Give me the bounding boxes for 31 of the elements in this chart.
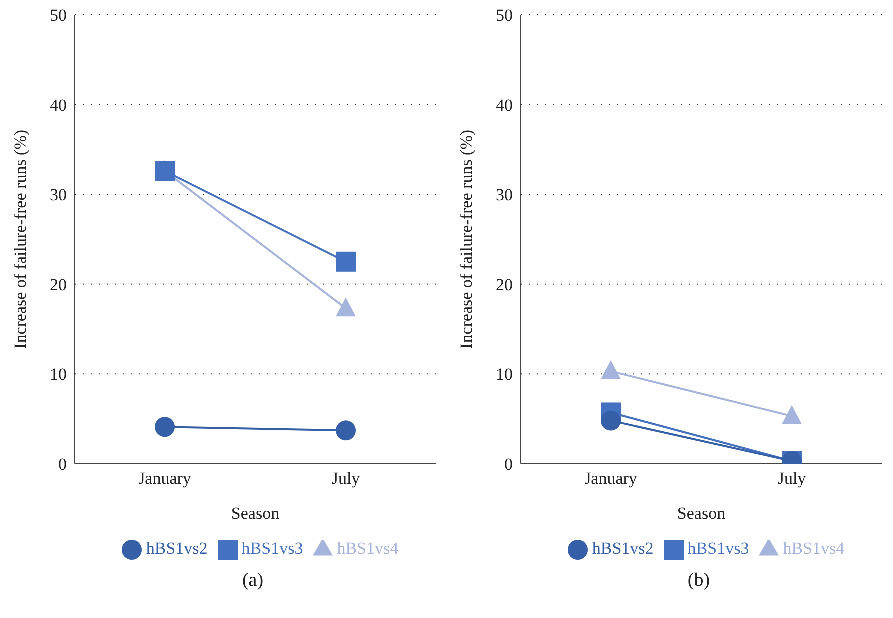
y-tick-label: 20: [50, 275, 67, 294]
point: [336, 252, 356, 272]
point: [336, 420, 356, 441]
legend-label: hBS1vs2: [592, 538, 654, 558]
y-tick-label: 0: [504, 454, 513, 474]
y-axis-title: Increase of failure-free runs (%): [457, 130, 476, 349]
y-tick-label: 10: [496, 365, 513, 384]
legend-label: hBS1vs3: [688, 538, 750, 558]
y-tick-label: 40: [496, 96, 513, 115]
y-tick-label: 30: [496, 186, 513, 205]
text: (a): [241, 570, 265, 592]
x-tick-label: July: [778, 468, 807, 488]
y-axis-title: Increase of failure-free runs (%): [11, 130, 30, 349]
x-tick-label: July: [332, 468, 361, 488]
point: [155, 417, 175, 438]
y-tick-label: 0: [58, 454, 67, 474]
x-tick-label: January: [138, 468, 192, 488]
legend-label: hBS1vs4: [783, 538, 845, 558]
x-tick-label: January: [584, 468, 638, 488]
legend-label: hBS1vs2: [146, 538, 208, 558]
legend-label: hBS1vs4: [337, 538, 399, 558]
y-tick-label: 50: [496, 6, 513, 26]
x-axis-title: Season: [231, 504, 280, 523]
legend-label: hBS1vs3: [242, 538, 304, 558]
y-tick-label: 10: [50, 365, 67, 384]
y-tick-label: 20: [496, 275, 513, 294]
y-tick-label: 30: [50, 186, 67, 205]
text: (b): [686, 570, 712, 592]
x-axis-title: Season: [677, 504, 726, 523]
y-tick-label: 40: [50, 96, 67, 115]
y-tick-label: 50: [50, 6, 67, 26]
